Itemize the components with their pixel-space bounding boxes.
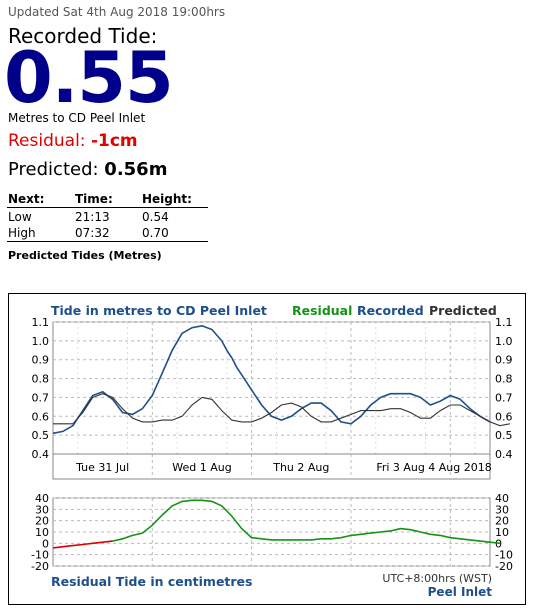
predicted-value: 0.56m: [104, 159, 168, 180]
x-tick-label: Thu 2 Aug: [272, 461, 329, 474]
y-tick-label-right: 20: [495, 515, 509, 528]
next-height-cell: 0.54: [142, 210, 169, 224]
y-tick-label-left: 30: [35, 503, 49, 516]
x-tick-label: Fri 3 Aug: [376, 461, 425, 474]
y-tick-label-left: 0.6: [32, 410, 50, 423]
x-tick-label: Tue 31 Jul: [75, 461, 129, 474]
residual-chart-title: Residual Tide in centimetres: [51, 574, 252, 589]
table-row: Low 21:13 0.54: [7, 208, 208, 224]
residual-line-negative: [52, 540, 113, 549]
tide-chart-panel: Tide in metres to CD Peel Inlet Residual…: [8, 293, 526, 605]
recorded-tide-value: 0.55: [4, 37, 174, 119]
y-tick-label-left: 40: [35, 492, 49, 505]
series-line-predicted: [53, 393, 511, 427]
y-tick-label-right: -20: [495, 560, 513, 573]
next-time-cell: 21:13: [75, 210, 110, 224]
timezone-label: UTC+8:00hrs (WST): [382, 572, 492, 585]
y-tick-label-left: 0.4: [32, 448, 50, 461]
y-tick-label-right: 1.1: [495, 316, 513, 329]
y-tick-label-right: 0.5: [495, 429, 513, 442]
y-tick-label-right: 40: [495, 492, 509, 505]
next-tides-header-row: Next: Time: Height:: [7, 192, 208, 208]
y-tick-label-right: 0.8: [495, 373, 513, 386]
y-tick-label-right: 0.9: [495, 354, 513, 367]
residual-label: Residual:: [8, 131, 91, 151]
series-line-recorded: [52, 324, 491, 435]
predicted-label: Predicted:: [8, 159, 105, 180]
y-tick-label-left: 1.0: [32, 335, 50, 348]
next-type-cell: Low: [8, 210, 32, 224]
y-tick-label-left: -20: [31, 560, 49, 573]
legend-recorded: Recorded: [357, 303, 424, 318]
y-tick-label-left: 10: [35, 526, 49, 539]
col-header-time: Time:: [74, 192, 141, 208]
x-tick-label: Wed 1 Aug: [172, 461, 231, 474]
x-tick-label: 4 Aug 2018: [428, 461, 491, 474]
y-tick-label-right: 0.4: [495, 448, 513, 461]
tide-plot-area: 1.1 1.1 1.0 1.0 0.9 0.9 0.8 0.8 0.7 0.7 0.6 0.6 0.5 0…: [32, 316, 513, 480]
tide-plot-frame: [52, 321, 491, 480]
residual-line: Residual: -1cm: [8, 131, 138, 151]
col-header-height: Height:: [141, 192, 208, 208]
y-tick-label-left: 0.9: [32, 354, 50, 367]
next-time-cell: 07:32: [74, 224, 141, 242]
tide-chart-title: Tide in metres to CD Peel Inlet: [51, 303, 267, 318]
col-header-next: Next:: [7, 192, 74, 208]
legend-residual: Residual: [292, 303, 352, 318]
y-tick-label-left: 0.7: [32, 391, 50, 404]
residual-value: -1cm: [90, 131, 138, 151]
predicted-line: Predicted: 0.56m: [8, 159, 167, 180]
y-tick-label-left: 1.1: [32, 316, 50, 329]
updated-timestamp: Updated Sat 4th Aug 2018 19:00hrs: [8, 5, 226, 19]
datum-label: Metres to CD Peel Inlet: [8, 111, 146, 125]
y-tick-label-left: 0.8: [32, 373, 50, 386]
next-tides-table: Next: Time: Height: Low 21:13 0.54 High …: [7, 192, 208, 242]
y-tick-label-right: -10: [495, 549, 513, 562]
residual-line-positive: [112, 499, 500, 545]
next-type-cell: High: [7, 224, 74, 242]
y-tick-label-left: 20: [35, 515, 49, 528]
next-height-cell: 0.70: [141, 224, 208, 242]
legend-predicted: Predicted: [429, 303, 497, 318]
y-tick-label-right: 0.6: [495, 410, 513, 423]
y-tick-label-right: 10: [495, 526, 509, 539]
station-label: Peel Inlet: [428, 585, 493, 599]
y-tick-label-right: 0.7: [495, 391, 513, 404]
y-tick-label-left: -10: [31, 549, 49, 562]
y-tick-label-left: 0.5: [32, 429, 50, 442]
predicted-tides-caption: Predicted Tides (Metres): [8, 249, 162, 262]
y-tick-label-left: 0: [42, 537, 49, 550]
y-tick-label-right: 1.0: [495, 335, 513, 348]
table-row: High 07:32 0.70: [7, 224, 208, 242]
recorded-tide-label: Recorded Tide:: [8, 24, 158, 48]
tide-chart: Tide in metres to CD Peel Inlet Residual…: [31, 303, 513, 599]
y-tick-label-right: 30: [495, 503, 509, 516]
